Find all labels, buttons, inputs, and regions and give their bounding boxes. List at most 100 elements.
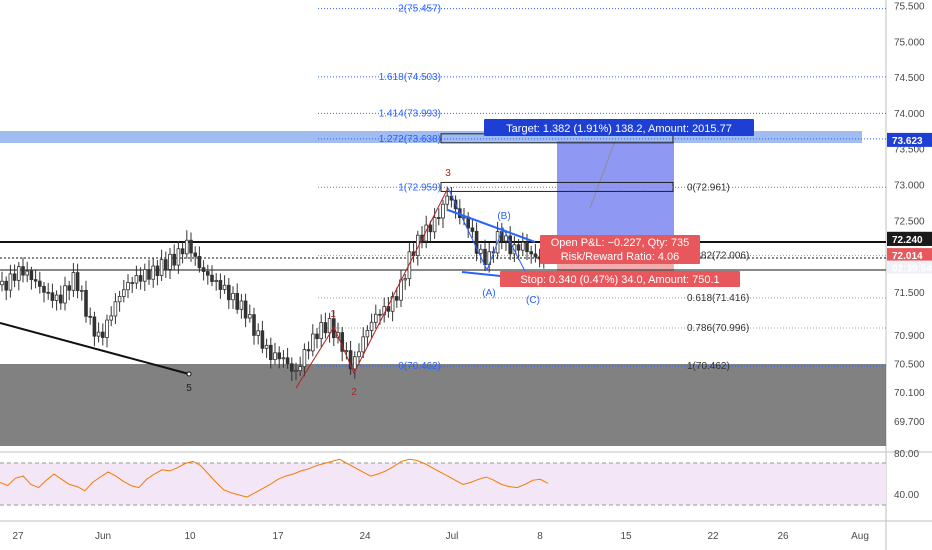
price-tick-8: 70.900 xyxy=(894,331,925,342)
candle-body xyxy=(504,235,508,242)
price-tick-10: 70.100 xyxy=(894,388,925,399)
candle-body xyxy=(122,289,126,297)
candle-body xyxy=(101,331,105,338)
price-tick-3: 74.000 xyxy=(894,109,925,120)
candle-body xyxy=(142,269,147,282)
candle-body xyxy=(50,292,55,301)
candle-body xyxy=(46,291,50,294)
candle-body xyxy=(151,265,156,280)
candle-body xyxy=(54,294,59,301)
time-label-4: 24 xyxy=(359,531,371,542)
candle-body xyxy=(256,330,260,336)
candle-body xyxy=(25,270,29,276)
candle-body xyxy=(306,349,311,352)
price-tag-bg-0 xyxy=(887,132,932,147)
candle-body xyxy=(184,239,189,255)
wave-label-blue-1: (B) xyxy=(497,211,510,222)
candle-body xyxy=(310,333,315,352)
candle-body xyxy=(218,280,223,290)
target-box-bg xyxy=(484,119,754,136)
candle-body xyxy=(264,344,269,349)
rsi-tick-80: 80.00 xyxy=(894,449,919,460)
open-pl-box: Open P&L: −0.227, Qty: 735 xyxy=(551,237,690,249)
candle-body xyxy=(0,280,4,286)
stop-box: Stop: 0.340 (0.47%) 34.0, Amount: 750.1 xyxy=(520,274,719,286)
candle-body xyxy=(365,330,370,338)
time-label-5: Jul xyxy=(446,531,459,542)
candle-body xyxy=(302,349,307,368)
rr-box-bg xyxy=(540,249,700,264)
time-label-7: 15 xyxy=(620,531,632,542)
wave-label-blue-0: (A) xyxy=(482,288,495,299)
candle-body xyxy=(445,195,449,205)
candle-body xyxy=(357,351,361,358)
candle-body xyxy=(105,319,109,338)
candle-body xyxy=(231,292,235,301)
candle-body xyxy=(8,273,13,291)
fib-ret-label-0: 0(72.961) xyxy=(687,182,730,193)
fib-ret-label-1: 0.382(72.006) xyxy=(687,251,749,262)
fib-ext-label-5: 0(70.462) xyxy=(398,361,441,372)
candle-body xyxy=(38,280,42,287)
candle-body xyxy=(155,265,160,276)
candle-body xyxy=(319,322,323,340)
rsi-band xyxy=(0,463,886,505)
candle-body xyxy=(281,357,286,360)
fib-ret-label-4: 1(70.462) xyxy=(687,361,730,372)
candle-body xyxy=(33,279,38,282)
candle-body xyxy=(109,315,114,321)
trendline-5 xyxy=(0,322,190,375)
candle-body xyxy=(525,241,529,253)
candle-body xyxy=(138,275,143,282)
wave-5-dot xyxy=(186,371,192,377)
fib-ext-label-1: 1.618(74.503) xyxy=(379,72,441,83)
fib-ext-label-4: 1(72.959) xyxy=(398,182,441,193)
candles-group xyxy=(0,186,546,381)
price-tick-11: 69.700 xyxy=(894,417,925,428)
candle-body xyxy=(432,217,437,233)
candle-body xyxy=(222,284,227,290)
candle-body xyxy=(344,350,349,353)
candle-body xyxy=(172,253,177,266)
candle-body xyxy=(205,271,210,276)
target-box: Target: 1.382 (1.91%) 138.2, Amount: 201… xyxy=(506,123,732,135)
price-tick-2: 74.500 xyxy=(894,73,925,84)
rsi-tick-40: 40.00 xyxy=(894,490,919,501)
candle-body xyxy=(88,315,93,318)
fib-ext-label-3: 1.272(73.638) xyxy=(379,134,441,145)
candle-body xyxy=(59,294,63,304)
candle-body xyxy=(134,275,139,284)
candle-body xyxy=(394,296,399,301)
wave-label-red-3: 3 xyxy=(445,168,451,179)
candle-body xyxy=(80,289,84,292)
candle-body xyxy=(113,301,118,317)
price-tick-5: 73.000 xyxy=(894,181,925,192)
wave-label-5: 5 xyxy=(186,383,192,394)
candle-body xyxy=(483,248,487,266)
candle-body xyxy=(193,252,198,257)
candle-body xyxy=(373,313,378,323)
candle-body xyxy=(189,239,193,254)
price-tick-0: 75.500 xyxy=(894,2,925,13)
candle-body xyxy=(42,286,46,293)
gray-zone xyxy=(0,364,886,446)
candle-body xyxy=(239,300,244,310)
candle-body xyxy=(214,280,219,282)
fib-ret-label-3: 0.786(70.996) xyxy=(687,323,749,334)
candle-body xyxy=(29,270,34,280)
price-tag-bg-5 xyxy=(887,273,932,288)
stop-box-bg xyxy=(500,271,740,287)
price-tag-2: 72.240 xyxy=(892,235,923,246)
price-tick-4: 73.500 xyxy=(894,145,925,156)
candle-body xyxy=(147,269,151,280)
rr-box: Risk/Reward Ratio: 4.06 xyxy=(561,251,680,263)
candle-body xyxy=(71,272,76,291)
rsi-line xyxy=(0,458,549,498)
candle-body xyxy=(294,370,298,373)
price-tag-5: 71.901 xyxy=(892,276,923,287)
candle-body xyxy=(21,266,25,276)
candle-body xyxy=(63,285,67,304)
time-label-1: Jun xyxy=(95,531,111,542)
candle-body xyxy=(16,266,21,281)
